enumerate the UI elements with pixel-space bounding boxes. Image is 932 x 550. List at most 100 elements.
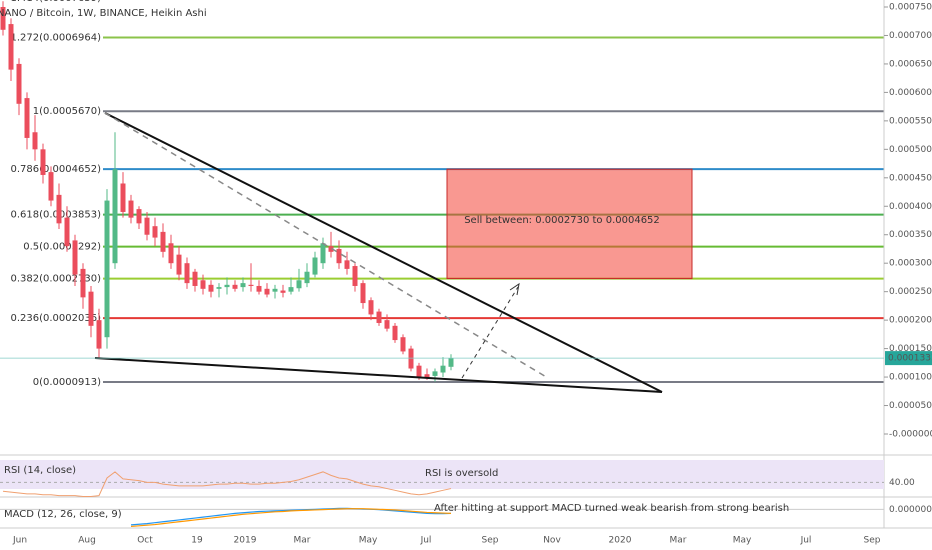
- candle-body: [200, 280, 206, 289]
- rsi-band: [0, 460, 884, 489]
- macd-tick-label: 0.0000000: [889, 505, 932, 515]
- macd-annotation: After hitting at support MACD turned wea…: [434, 503, 789, 514]
- fib-label: 0.5(0.0003292): [23, 242, 101, 253]
- candle-body: [144, 217, 150, 235]
- x-tick-label: Sep: [864, 536, 881, 546]
- x-tick-label: May: [733, 536, 752, 546]
- x-tick-label: Oct: [137, 536, 153, 546]
- fib-label: 0.236(0.0002036): [10, 313, 101, 324]
- y-tick-label: 0.0000500: [889, 401, 932, 411]
- candle-body: [152, 226, 158, 238]
- candle-body: [304, 271, 310, 284]
- candle-body: [360, 283, 366, 304]
- dashed-arrow: [461, 286, 519, 379]
- trend-line-upper: [104, 112, 663, 393]
- candle-body: [240, 283, 246, 288]
- x-tick-label: Jul: [420, 536, 432, 546]
- candle-body: [136, 209, 142, 224]
- drawings: [94, 112, 663, 393]
- candle-body: [416, 365, 422, 378]
- x-tick-label: 2019: [234, 536, 257, 546]
- candle-body: [32, 132, 38, 150]
- candle-body: [272, 288, 278, 292]
- candle-body: [288, 287, 294, 292]
- candle-body: [232, 284, 238, 289]
- candle-body: [80, 268, 86, 298]
- candle-body: [256, 285, 262, 292]
- fib-label: 1.414(0.0007659): [10, 0, 101, 4]
- x-tick-label: May: [359, 536, 378, 546]
- x-tick-label: Jul: [800, 536, 812, 546]
- candle-body: [104, 200, 110, 338]
- fib-label: 0.786(0.0004652): [10, 164, 101, 175]
- dashed-projection: [104, 112, 549, 379]
- x-tick-label: Jun: [12, 536, 27, 546]
- candle-body: [48, 172, 54, 201]
- candle-body: [328, 246, 334, 252]
- sell-zone-text: Sell between: 0.0002730 to 0.0004652: [464, 215, 660, 226]
- candle-body: [432, 371, 438, 376]
- candle-body: [208, 284, 214, 292]
- candle-body: [24, 98, 30, 138]
- candle-body: [424, 374, 430, 378]
- candle-body: [216, 287, 222, 289]
- candle-body: [248, 284, 254, 286]
- candle-body: [56, 194, 62, 224]
- chart-title: NANO / Bitcoin, 1W, BINANCE, Heikin Ashi: [0, 8, 207, 19]
- x-tick-label: Mar: [670, 536, 687, 546]
- candle-body: [368, 300, 374, 315]
- candle-body: [168, 243, 174, 264]
- candle-body: [112, 169, 118, 264]
- candle-body: [128, 200, 134, 218]
- indicators: 40.00 0.0000000: [0, 471, 932, 528]
- candle-body: [72, 240, 78, 275]
- candle-body: [64, 217, 70, 247]
- y-tick-label: -0.0000000: [889, 429, 932, 439]
- candle-body: [96, 320, 102, 349]
- candle-body: [352, 266, 358, 286]
- candle-body: [320, 243, 326, 264]
- fib-label: 1.272(0.0006964): [10, 33, 101, 44]
- candle-body: [408, 348, 414, 369]
- candle-body: [376, 311, 382, 323]
- fib-label: 0(0.0000913): [33, 377, 101, 388]
- candle-body: [88, 291, 94, 326]
- fib-label: 1(0.0005670): [33, 106, 101, 117]
- x-tick-label: 2020: [609, 536, 632, 546]
- candle-body: [8, 24, 14, 70]
- candle-body: [448, 358, 454, 367]
- x-tick-label: Nov: [543, 536, 561, 546]
- macd-line: [130, 508, 452, 528]
- candle-body: [224, 284, 230, 288]
- macd-label: MACD (12, 26, close, 9): [4, 509, 122, 520]
- candle-body: [160, 231, 166, 252]
- candle-body: [40, 149, 46, 175]
- candles: [0, 1, 454, 382]
- fib-label: 0.382(0.0002730): [10, 274, 101, 285]
- rsi-annotation: RSI is oversold: [425, 468, 498, 479]
- candle-body: [16, 63, 22, 104]
- candle-body: [312, 257, 318, 275]
- macd-line: [130, 507, 452, 526]
- x-tick-label: 19: [191, 536, 203, 546]
- candle-body: [0, 7, 6, 30]
- candle-body: [440, 365, 446, 373]
- candle-body: [384, 320, 390, 329]
- candle-body: [400, 337, 406, 352]
- candle-body: [296, 280, 302, 289]
- x-tick-label: Mar: [294, 536, 311, 546]
- last-price-box: [885, 351, 932, 366]
- trend-line-lower: [94, 357, 663, 393]
- candle-body: [344, 260, 350, 269]
